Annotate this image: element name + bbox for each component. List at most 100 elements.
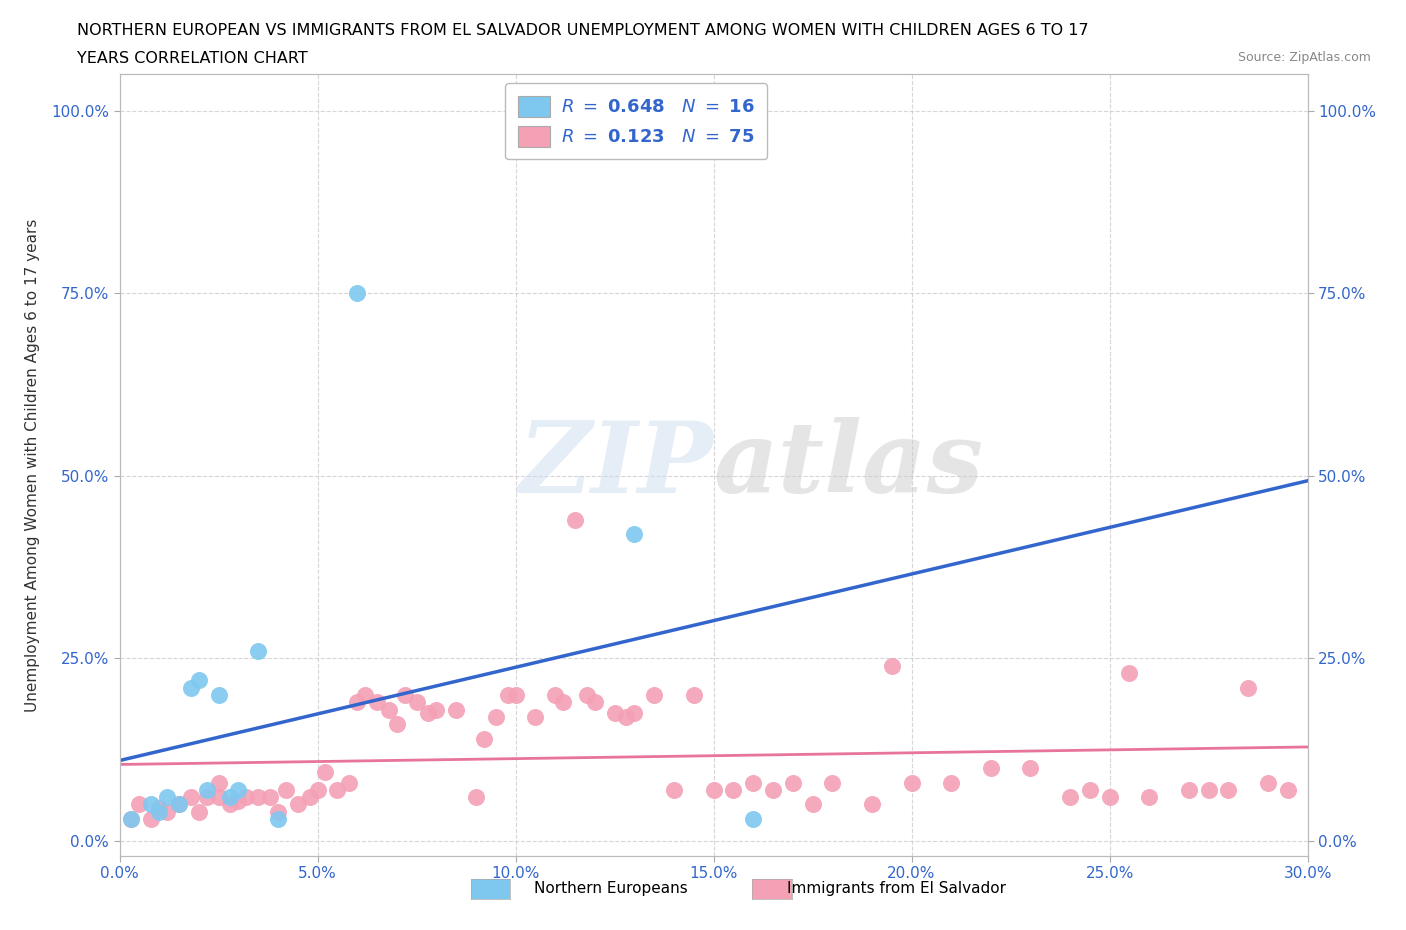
- Text: Source: ZipAtlas.com: Source: ZipAtlas.com: [1237, 51, 1371, 64]
- Point: [1257, 775, 1279, 790]
- Point: [346, 286, 368, 301]
- Point: [405, 695, 427, 710]
- Point: [742, 775, 765, 790]
- Point: [267, 804, 290, 819]
- Point: [219, 790, 242, 804]
- Point: [247, 644, 270, 658]
- Point: [472, 731, 495, 746]
- Point: [1237, 680, 1260, 695]
- Point: [860, 797, 883, 812]
- Point: [1078, 782, 1101, 797]
- Point: [207, 775, 229, 790]
- Point: [575, 687, 598, 702]
- Point: [623, 706, 645, 721]
- Point: [1118, 666, 1140, 681]
- Point: [346, 695, 368, 710]
- Point: [228, 793, 250, 808]
- Point: [167, 797, 190, 812]
- Point: [524, 710, 547, 724]
- Point: [128, 797, 150, 812]
- Point: [980, 761, 1002, 776]
- Point: [141, 812, 163, 827]
- Y-axis label: Unemployment Among Women with Children Ages 6 to 17 years: Unemployment Among Women with Children A…: [25, 219, 39, 711]
- Point: [616, 710, 638, 724]
- Point: [247, 790, 270, 804]
- Point: [167, 797, 190, 812]
- Point: [603, 706, 626, 721]
- Point: [287, 797, 309, 812]
- Point: [643, 687, 665, 702]
- Point: [394, 687, 416, 702]
- Point: [464, 790, 488, 804]
- Point: [723, 782, 745, 797]
- Point: [156, 804, 179, 819]
- Point: [1218, 782, 1240, 797]
- Point: [156, 790, 179, 804]
- Point: [378, 702, 401, 717]
- Point: [762, 782, 785, 797]
- Point: [207, 790, 229, 804]
- Point: [496, 687, 519, 702]
- Text: Northern Europeans: Northern Europeans: [534, 881, 688, 896]
- Point: [703, 782, 725, 797]
- Point: [583, 695, 606, 710]
- Point: [444, 702, 467, 717]
- Point: [207, 687, 229, 702]
- Point: [195, 790, 218, 804]
- Point: [564, 512, 586, 527]
- Point: [485, 710, 508, 724]
- Legend: $R\ =\ \mathbf{0.648}$   $N\ =\ \mathbf{16}$, $R\ =\ \mathbf{0.123}$   $N\ =\ \m: $R\ =\ \mathbf{0.648}$ $N\ =\ \mathbf{16…: [505, 84, 768, 159]
- Point: [337, 775, 360, 790]
- Point: [1019, 761, 1042, 776]
- Point: [880, 658, 903, 673]
- Text: ZIP: ZIP: [519, 417, 714, 513]
- Point: [1098, 790, 1121, 804]
- Point: [1198, 782, 1220, 797]
- Point: [366, 695, 388, 710]
- Point: [228, 782, 250, 797]
- Point: [900, 775, 922, 790]
- Point: [801, 797, 824, 812]
- Point: [267, 812, 290, 827]
- Text: YEARS CORRELATION CHART: YEARS CORRELATION CHART: [77, 51, 308, 66]
- Point: [187, 804, 209, 819]
- Point: [298, 790, 321, 804]
- Point: [180, 680, 202, 695]
- Point: [354, 687, 377, 702]
- Point: [219, 797, 242, 812]
- Point: [662, 782, 685, 797]
- Point: [1137, 790, 1160, 804]
- Point: [274, 782, 297, 797]
- Point: [682, 687, 704, 702]
- Point: [148, 804, 170, 819]
- Text: NORTHERN EUROPEAN VS IMMIGRANTS FROM EL SALVADOR UNEMPLOYMENT AMONG WOMEN WITH C: NORTHERN EUROPEAN VS IMMIGRANTS FROM EL …: [77, 23, 1090, 38]
- Point: [782, 775, 804, 790]
- Point: [120, 812, 142, 827]
- Point: [314, 764, 336, 779]
- Point: [742, 812, 765, 827]
- Point: [187, 673, 209, 688]
- Point: [195, 782, 218, 797]
- Point: [418, 706, 440, 721]
- Point: [941, 775, 963, 790]
- Point: [1059, 790, 1081, 804]
- Text: atlas: atlas: [714, 417, 984, 513]
- Point: [180, 790, 202, 804]
- Point: [551, 695, 574, 710]
- Point: [1178, 782, 1201, 797]
- Point: [623, 527, 645, 542]
- Point: [259, 790, 281, 804]
- Point: [385, 717, 408, 732]
- Point: [141, 797, 163, 812]
- Point: [1277, 782, 1299, 797]
- Point: [120, 812, 142, 827]
- Point: [148, 801, 170, 816]
- Point: [235, 790, 257, 804]
- Point: [326, 782, 349, 797]
- Point: [544, 687, 567, 702]
- Point: [307, 782, 329, 797]
- Point: [821, 775, 844, 790]
- Point: [425, 702, 447, 717]
- Point: [505, 687, 527, 702]
- Text: Immigrants from El Salvador: Immigrants from El Salvador: [787, 881, 1007, 896]
